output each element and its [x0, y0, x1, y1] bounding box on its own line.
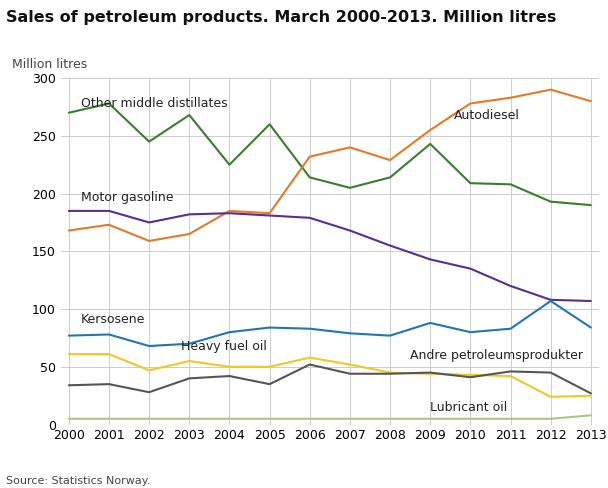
Text: Sales of petroleum products. March 2000-2013. Million litres: Sales of petroleum products. March 2000-…	[6, 10, 556, 25]
Text: Andre petroleumsprodukter: Andre petroleumsprodukter	[410, 349, 583, 362]
Text: Other middle distillates: Other middle distillates	[81, 97, 227, 110]
Text: Autodiesel: Autodiesel	[454, 108, 520, 122]
Text: Lubricant oil: Lubricant oil	[430, 401, 508, 414]
Text: Source: Statistics Norway.: Source: Statistics Norway.	[6, 476, 150, 486]
Text: Million litres: Million litres	[12, 58, 88, 71]
Text: Kersosene: Kersosene	[81, 313, 145, 326]
Text: Heavy fuel oil: Heavy fuel oil	[181, 340, 267, 352]
Text: Motor gasoline: Motor gasoline	[81, 190, 173, 203]
